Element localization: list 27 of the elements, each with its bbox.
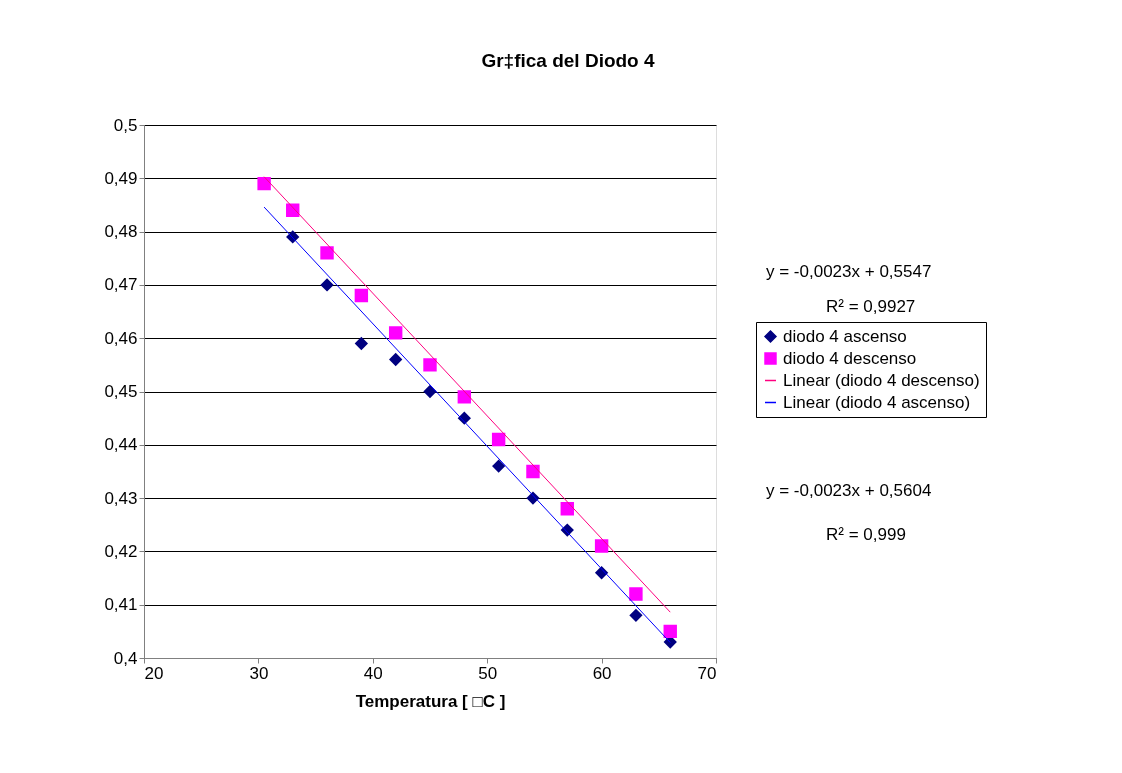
text: y = -0,0023x + 0,5547 — [766, 262, 932, 281]
y-tick-label: 0,48 — [104, 222, 138, 242]
x-tick-label: 20 — [144, 663, 164, 683]
legend-label: Linear (diodo 4 descenso) — [783, 370, 980, 390]
text: y = -0,0023x + 0,5604 — [766, 481, 932, 500]
y-tick-label: 0,42 — [104, 541, 138, 561]
y-tick-label: 0,47 — [104, 275, 138, 295]
text: R² = 0,9927 — [826, 297, 916, 316]
legend-label: Linear (diodo 4 ascenso) — [783, 392, 971, 412]
y-tick-label: 0,43 — [104, 488, 138, 508]
x-tick-label: 30 — [249, 663, 269, 683]
x-tick-label: 50 — [478, 663, 498, 683]
legend-label: diodo 4 ascenso — [783, 326, 907, 346]
y-tick-label: 0,45 — [104, 382, 138, 401]
y-tick-label: 0,4 — [113, 648, 138, 668]
y-tick-label: 0,5 — [113, 115, 138, 135]
y-tick-label: 0,41 — [104, 595, 138, 615]
x-tick-label: 70 — [697, 663, 717, 683]
text: R² = 0,999 — [826, 525, 906, 544]
x-tick-label: 60 — [592, 663, 612, 683]
y-tick-label: 0,49 — [104, 168, 138, 188]
chart-title: Gr‡fica del Diodo 4 — [481, 50, 656, 71]
y-tick-label: 0,44 — [104, 435, 138, 455]
x-axis-title: Temperatura [ □C ] — [355, 691, 506, 711]
y-tick-label: 0,46 — [104, 328, 138, 348]
legend-label: diodo 4 descenso — [783, 348, 917, 368]
x-tick-label: 40 — [363, 663, 383, 683]
